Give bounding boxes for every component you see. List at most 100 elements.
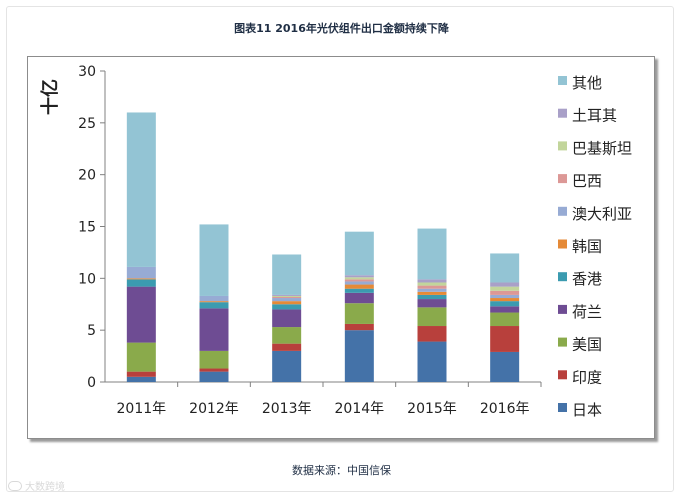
legend-swatch [558,174,567,184]
bar-segment [417,291,447,295]
bar-segment [199,308,229,351]
bar-segment [344,292,374,304]
figure-title: 图表11 2016年光伏组件出口金额持续下降 [234,22,449,35]
legend-label: 其他 [572,74,602,92]
bar-segment [417,307,447,327]
legend-label: 巴西 [572,172,602,190]
bar-segment [490,351,520,382]
bar-segment [199,302,229,309]
bar-segment [272,350,302,382]
legend-swatch [558,206,567,216]
legend-label: 土耳其 [572,107,617,125]
bar-segment [344,303,374,324]
bar-segment [417,279,447,283]
x-tick-label: 2011年 [117,401,167,417]
bar-segment [199,301,229,303]
bar-segment [490,298,520,302]
legend-label: 日本 [572,401,602,419]
bar-segment [272,343,302,351]
bar-segment [272,295,302,297]
bar-segment [199,350,229,369]
legend-swatch [558,239,567,249]
bar-segment [272,298,302,302]
legend-label: 荷兰 [572,303,602,321]
bar-segment [490,301,520,307]
bar-segment [272,327,302,344]
bar-segment [199,224,229,296]
watermark-logo-icon [8,480,22,491]
bar-segment [490,306,520,313]
y-tick-label: 25 [78,116,96,132]
legend-swatch [558,76,567,85]
bar-segment [344,330,374,382]
bar-segment [199,295,229,302]
bar-segment [490,286,520,291]
stacked-bar-chart: 0 5 10 15 20 25 30 十亿 2011年 2012年 2013年 2014年 2015年 2… [39,64,632,419]
bar-segment [417,282,447,286]
bar-segment [417,341,447,382]
bar-segment [272,254,302,295]
legend-swatch [558,304,567,314]
bar-segment [344,281,374,285]
bar-segment [344,231,374,276]
y-tick-label: 5 [87,323,96,339]
bar-segment [272,301,302,305]
bar-segment [344,284,374,289]
bar-segment [272,294,302,296]
bar-segment [126,371,156,377]
bar-segment [417,285,447,289]
bar-segment [126,112,156,267]
x-tick-label: 2012年 [189,401,239,417]
bar-segment [490,253,520,283]
y-tick-label: 20 [78,168,96,184]
bar-segment [199,371,229,382]
bar-segment [417,294,447,300]
bar-segment [490,282,520,287]
legend-label: 韩国 [572,238,602,256]
bar-segment [126,278,156,280]
bar-segment [490,312,520,327]
chart-area: 0 5 10 15 20 25 30 十亿 2011年 2012年 2013年 2014年 2015年 2… [27,56,655,439]
watermark: 大数跨境 [8,478,65,493]
y-axis-label: 十亿 [39,79,61,115]
legend-label: 巴基斯坦 [572,139,632,157]
data-source: 数据来源：中国信保 [292,464,391,477]
y-tick-label: 0 [87,375,96,391]
x-tick-label: 2013年 [262,401,312,417]
legend-swatch [558,272,567,282]
legend-label: 美国 [572,336,602,354]
bar-segment [126,266,156,279]
bar-segment [344,323,374,331]
bar-segment [126,342,156,372]
bar-segment [417,326,447,342]
legend-label: 澳大利亚 [572,205,632,223]
y-tick-label: 30 [78,64,96,80]
x-tick-label: 2015年 [407,401,457,417]
bar-segment [417,228,447,280]
bar-segment [126,376,156,382]
bar-segment [199,368,229,372]
figure-frame [6,6,674,492]
bar-segment [417,288,447,292]
bar-segment [126,279,156,287]
y-tick-label: 10 [78,271,96,287]
bar-segment [272,296,302,299]
bar-segment [490,290,520,295]
bar-segment [344,288,374,293]
bar-segment [272,309,302,328]
legend-swatch [558,108,567,118]
bar-segment [344,279,374,282]
bar-segment [490,294,520,299]
x-tick-label: 2014年 [335,401,385,417]
x-tick-label: 2016年 [480,401,530,417]
bar-segment [344,275,374,278]
legend-swatch [558,141,567,151]
legend-swatch [558,337,567,347]
watermark-text: 大数跨境 [25,482,65,493]
bar-segment [126,286,156,343]
bar-segment [417,299,447,308]
legend-swatch [558,403,567,412]
bar-segment [344,277,374,280]
legend-swatch [558,370,567,380]
legend-label: 香港 [572,270,602,288]
